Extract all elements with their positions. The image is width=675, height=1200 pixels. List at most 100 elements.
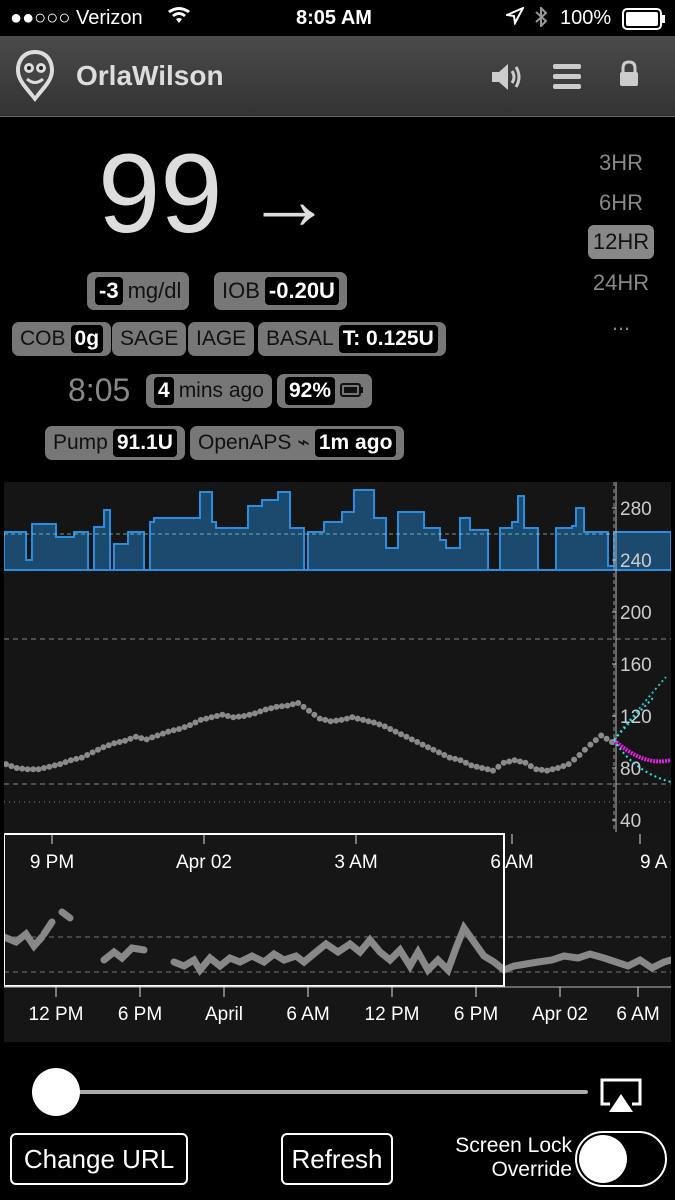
- toggle-knob: [579, 1135, 627, 1183]
- glucose-point: [235, 713, 242, 720]
- context-x-tick-label: 12 PM: [29, 1004, 84, 1025]
- range-24hr[interactable]: 24HR: [592, 270, 650, 295]
- airplay-icon[interactable]: [600, 1078, 642, 1119]
- glucose-point: [419, 741, 426, 748]
- glucose-point: [224, 713, 231, 719]
- glucose-point: [365, 718, 372, 725]
- glucose-point: [452, 755, 459, 762]
- glucose-point: [78, 754, 85, 761]
- screen-lock-toggle[interactable]: [575, 1131, 667, 1187]
- context-glucose-line: [0, 908, 675, 977]
- glucose-point: [89, 749, 96, 756]
- glucose-point: [598, 732, 605, 739]
- glucose-point: [544, 767, 551, 774]
- basal-pill[interactable]: BASAL T: 0.125U: [258, 322, 446, 356]
- openaps-value: 1m ago: [314, 429, 397, 457]
- glucose-point: [398, 731, 404, 738]
- glucose-point: [246, 711, 253, 718]
- openaps-pill[interactable]: OpenAPS ⌁ 1m ago: [190, 426, 405, 460]
- iage-pill[interactable]: IAGE: [188, 322, 255, 356]
- glucose-point: [473, 763, 480, 770]
- glucose-point: [251, 710, 258, 717]
- context-x-tick-label: 6 AM: [286, 1004, 329, 1025]
- battery-icon: [622, 8, 666, 36]
- cob-value: 0g: [70, 325, 104, 353]
- sage-pill[interactable]: SAGE: [112, 322, 187, 356]
- glucose-point: [587, 741, 594, 748]
- glucose-point: [62, 759, 69, 766]
- battery-percent: 100%: [560, 7, 612, 29]
- delta-value: -3: [95, 277, 123, 305]
- refresh-button[interactable]: Refresh: [281, 1133, 393, 1185]
- y-tick-label: 120: [620, 707, 652, 728]
- pump-value: 91.1U: [112, 429, 177, 457]
- glucose-point: [8, 763, 15, 770]
- glucose-point: [327, 718, 334, 725]
- cob-pill[interactable]: COB 0g: [12, 322, 112, 356]
- glucose-point: [165, 728, 172, 735]
- glucose-point: [19, 765, 26, 772]
- glucose-point: [527, 763, 534, 770]
- glucose-point: [257, 708, 264, 715]
- iob-pill[interactable]: IOB -0.20U: [214, 272, 347, 310]
- cob-label: COB: [20, 327, 66, 350]
- glucose-point: [538, 766, 545, 773]
- glucose-point: [219, 711, 226, 718]
- glucose-point: [138, 735, 145, 742]
- glucose-point: [381, 723, 388, 730]
- y-tick-label: 80: [620, 759, 641, 780]
- glucose-point: [143, 736, 150, 743]
- focus-x-tick-label: 6 AM: [490, 852, 533, 873]
- openaps-label: OpenAPS ⌁: [198, 431, 310, 454]
- glucose-point: [457, 757, 464, 764]
- glucose-point: [376, 721, 383, 728]
- range-12hr[interactable]: 12HR: [588, 225, 654, 259]
- pump-label: Pump: [53, 431, 108, 454]
- glucose-point: [522, 759, 529, 766]
- context-x-tick-label: 6 PM: [454, 1004, 498, 1025]
- iob-label: IOB: [222, 278, 260, 303]
- slider-thumb[interactable]: [32, 1068, 80, 1116]
- glucose-point: [408, 736, 415, 743]
- glucose-point: [338, 716, 345, 723]
- range-3hr[interactable]: 3HR: [598, 150, 643, 175]
- delta-unit: mg/dl: [127, 278, 182, 303]
- glucose-point: [46, 763, 53, 770]
- prediction-zt: [613, 739, 672, 783]
- glucose-point: [132, 733, 139, 740]
- lock-icon[interactable]: [618, 60, 640, 93]
- speaker-icon[interactable]: [490, 62, 524, 97]
- minutes-ago-value: 4: [154, 377, 174, 405]
- status-bar: ●●○○○ Verizon 8:05 AM 100%: [0, 0, 675, 36]
- glucose-point: [84, 752, 91, 758]
- glucose-point: [560, 763, 567, 770]
- app-header: OrlaWilson: [0, 36, 675, 117]
- glucose-point: [500, 759, 507, 766]
- glucose-point: [181, 724, 188, 731]
- glucose-point: [517, 758, 523, 765]
- slider-track[interactable]: [56, 1090, 588, 1094]
- context-x-tick-label: 6 PM: [118, 1004, 162, 1025]
- glucose-point: [565, 761, 572, 768]
- glucose-point: [30, 766, 37, 773]
- glucose-point: [24, 766, 31, 773]
- change-url-button[interactable]: Change URL: [10, 1133, 188, 1185]
- context-x-tick-label: 6 AM: [616, 1004, 659, 1025]
- glucose-point: [506, 758, 513, 765]
- glucose-point: [490, 767, 496, 774]
- glucose-point: [333, 717, 340, 724]
- menu-icon[interactable]: [552, 62, 582, 97]
- x-axis-focus-ticks: 9 PM Apr 02 3 AM 6 AM 9 A: [30, 834, 668, 873]
- context-brush[interactable]: [3, 833, 505, 987]
- glucose-point: [435, 749, 442, 756]
- glucose-point: [484, 766, 491, 773]
- range-6hr[interactable]: 6HR: [598, 190, 643, 215]
- range-more[interactable]: ...: [611, 310, 631, 335]
- glucose-chart[interactable]: 280 240 200 160 120 80 40 9 PM Apr 02 3 AM 6 AM 9 …: [0, 482, 675, 1042]
- glucose-point: [462, 759, 469, 766]
- site-title: OrlaWilson: [76, 60, 224, 91]
- glucose-point: [208, 714, 215, 721]
- uploader-battery-pill[interactable]: 92%: [277, 374, 373, 408]
- focus-x-tick-label: 3 AM: [334, 852, 377, 873]
- pump-pill[interactable]: Pump 91.1U: [45, 426, 185, 460]
